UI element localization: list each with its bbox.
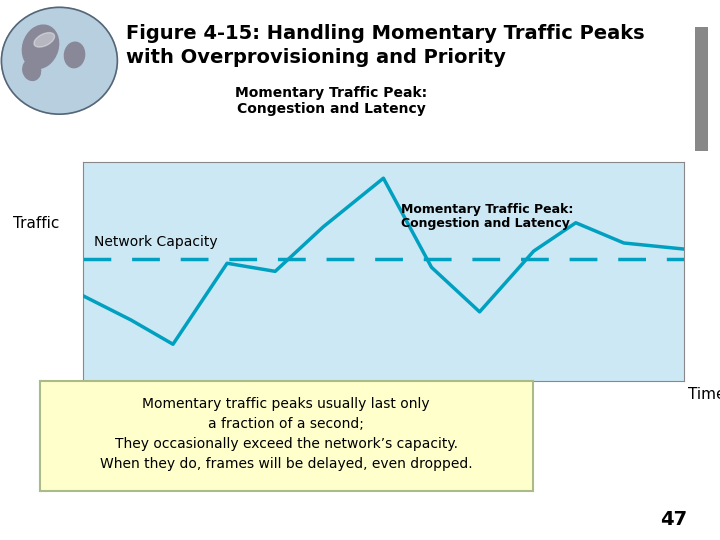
Text: Traffic: Traffic	[13, 216, 59, 231]
Circle shape	[1, 8, 117, 114]
Text: Momentary Traffic Peak:
Congestion and Latency: Momentary Traffic Peak: Congestion and L…	[402, 202, 574, 231]
Text: Momentary traffic peaks usually last only
a fraction of a second;
They occasiona: Momentary traffic peaks usually last onl…	[100, 397, 472, 471]
Text: Momentary Traffic Peak:
Congestion and Latency: Momentary Traffic Peak: Congestion and L…	[235, 86, 427, 116]
Text: Figure 4-15: Handling Momentary Traffic Peaks
with Overprovisioning and Priority: Figure 4-15: Handling Momentary Traffic …	[126, 24, 644, 67]
Text: Network Capacity: Network Capacity	[94, 235, 217, 249]
Text: Time: Time	[688, 387, 720, 402]
Ellipse shape	[64, 42, 85, 68]
Ellipse shape	[23, 59, 40, 80]
Text: 47: 47	[660, 510, 687, 529]
Ellipse shape	[22, 25, 58, 69]
Ellipse shape	[34, 32, 55, 47]
